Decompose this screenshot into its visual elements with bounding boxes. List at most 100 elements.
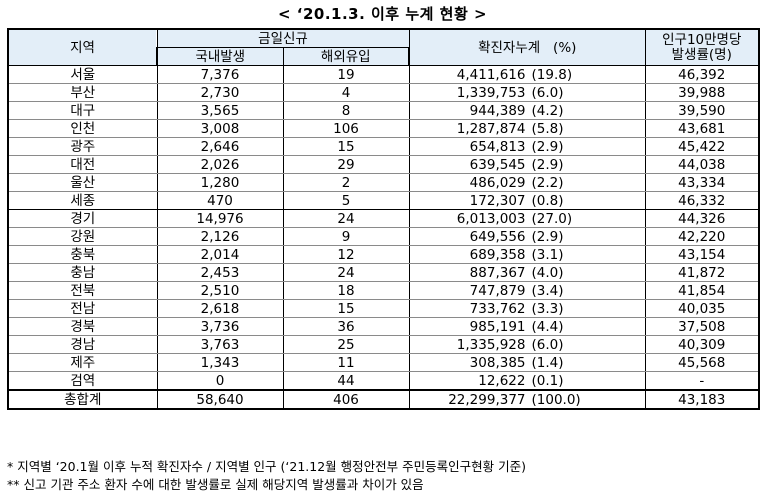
domestic-cell: 2,126 — [157, 227, 284, 246]
domestic-cell: 2,730 — [157, 83, 284, 102]
cumulative-cell: 639,545 (2.9) — [409, 155, 646, 174]
region-cell: 울산 — [7, 173, 158, 192]
cumulative-cell: 4,411,616 (19.8) — [409, 65, 646, 84]
table-row: 강원 2,126 9 649,556 (2.9) 42,220 — [7, 227, 760, 246]
overseas-cell: 24 — [283, 263, 410, 282]
region-cell: 강원 — [7, 227, 158, 246]
cumulative-cell: 308,385 (1.4) — [409, 353, 646, 372]
domestic-cell: 14,976 — [157, 209, 284, 228]
cumulative-cell: 747,879 (3.4) — [409, 281, 646, 300]
cumulative-percent: (27.0) — [531, 210, 573, 227]
footnote-1: * 지역별 ‘20.1월 이후 누적 확진자수 / 지역별 인구 (‘21.12… — [7, 459, 526, 474]
overseas-cell: 15 — [283, 137, 410, 156]
table-row: 충남 2,453 24 887,367 (4.0) 41,872 — [7, 263, 760, 282]
cumulative-count: 6,013,003 — [456, 210, 526, 227]
footnotes: * 지역별 ‘20.1월 이후 누적 확진자수 / 지역별 인구 (‘21.12… — [7, 458, 526, 494]
cumulative-percent: (5.8) — [531, 120, 564, 137]
cumulative-percent: (2.9) — [531, 156, 564, 173]
rate-cell: - — [645, 371, 760, 391]
rate-cell: 46,332 — [645, 191, 760, 210]
region-cell: 서울 — [7, 65, 158, 84]
overseas-cell: 36 — [283, 317, 410, 336]
rate-cell: 39,590 — [645, 101, 760, 120]
domestic-cell: 3,008 — [157, 119, 284, 138]
header-cumulative: 확진자누계 (%) — [408, 28, 646, 66]
cumulative-percent: (4.4) — [531, 318, 564, 335]
cumulative-count: 4,411,616 — [456, 66, 526, 83]
header-rate-line1: 인구10만명당 — [662, 31, 742, 48]
cumulative-count: 1,335,928 — [456, 336, 526, 353]
table-row: 총합계 58,640 406 22,299,377 (100.0) 43,183 — [7, 389, 760, 410]
rate-cell: 43,681 — [645, 119, 760, 138]
overseas-cell: 29 — [283, 155, 410, 174]
domestic-cell: 470 — [157, 191, 284, 210]
overseas-cell: 4 — [283, 83, 410, 102]
cumulative-status-table: 지역 금일신규 확진자누계 (%) 인구10만명당 발생률(명) 국내발생 해외… — [7, 28, 760, 410]
cumulative-count: 887,367 — [469, 264, 526, 281]
region-cell: 세종 — [7, 191, 158, 210]
cumulative-percent: (1.4) — [531, 354, 564, 371]
cumulative-cell: 1,287,874 (5.8) — [409, 119, 646, 138]
cumulative-percent: (2.9) — [531, 138, 564, 155]
header-region: 지역 — [7, 28, 158, 66]
cumulative-percent: (0.1) — [531, 372, 564, 389]
table-row: 대구 3,565 8 944,389 (4.2) 39,590 — [7, 101, 760, 120]
overseas-cell: 12 — [283, 245, 410, 264]
table-row: 울산 1,280 2 486,029 (2.2) 43,334 — [7, 173, 760, 192]
rate-cell: 45,422 — [645, 137, 760, 156]
cumulative-count: 985,191 — [469, 318, 526, 335]
overseas-cell: 19 — [283, 65, 410, 84]
domestic-cell: 3,565 — [157, 101, 284, 120]
rate-cell: 44,038 — [645, 155, 760, 174]
cumulative-count: 649,556 — [469, 228, 526, 245]
table-row: 제주 1,343 11 308,385 (1.4) 45,568 — [7, 353, 760, 372]
cumulative-cell: 486,029 (2.2) — [409, 173, 646, 192]
rate-cell: 41,854 — [645, 281, 760, 300]
rate-cell: 44,326 — [645, 209, 760, 228]
region-cell: 총합계 — [7, 389, 158, 410]
cumulative-count: 944,389 — [469, 102, 526, 119]
table-row: 경남 3,763 25 1,335,928 (6.0) 40,309 — [7, 335, 760, 354]
region-cell: 대구 — [7, 101, 158, 120]
domestic-cell: 58,640 — [157, 389, 284, 410]
overseas-cell: 406 — [283, 389, 410, 410]
region-cell: 충북 — [7, 245, 158, 264]
rate-cell: 45,568 — [645, 353, 760, 372]
rate-cell: 43,334 — [645, 173, 760, 192]
rate-cell: 41,872 — [645, 263, 760, 282]
region-cell: 부산 — [7, 83, 158, 102]
overseas-cell: 8 — [283, 101, 410, 120]
region-cell: 검역 — [7, 371, 158, 391]
rate-cell: 37,508 — [645, 317, 760, 336]
header-percent-label: (%) — [553, 39, 577, 56]
rate-cell: 46,392 — [645, 65, 760, 84]
domestic-cell: 2,026 — [157, 155, 284, 174]
domestic-cell: 1,343 — [157, 353, 284, 372]
table-row: 인천 3,008 106 1,287,874 (5.8) 43,681 — [7, 119, 760, 138]
cumulative-percent: (0.8) — [531, 192, 564, 209]
cumulative-percent: (6.0) — [531, 84, 564, 101]
domestic-cell: 7,376 — [157, 65, 284, 84]
overseas-cell: 106 — [283, 119, 410, 138]
region-cell: 광주 — [7, 137, 158, 156]
overseas-cell: 2 — [283, 173, 410, 192]
cumulative-cell: 985,191 (4.4) — [409, 317, 646, 336]
overseas-cell: 24 — [283, 209, 410, 228]
rate-cell: 43,154 — [645, 245, 760, 264]
cumulative-count: 12,622 — [478, 372, 526, 389]
header-domestic: 국내발생 — [156, 47, 284, 66]
table-row: 경기 14,976 24 6,013,003 (27.0) 44,326 — [7, 209, 760, 228]
cumulative-cell: 733,762 (3.3) — [409, 299, 646, 318]
cumulative-count: 1,287,874 — [456, 120, 526, 137]
region-cell: 경북 — [7, 317, 158, 336]
cumulative-percent: (3.1) — [531, 246, 564, 263]
domestic-cell: 3,736 — [157, 317, 284, 336]
cumulative-cell: 6,013,003 (27.0) — [409, 209, 646, 228]
cumulative-percent: (2.9) — [531, 228, 564, 245]
domestic-cell: 1,280 — [157, 173, 284, 192]
cumulative-cell: 1,339,753 (6.0) — [409, 83, 646, 102]
rate-cell: 40,035 — [645, 299, 760, 318]
overseas-cell: 15 — [283, 299, 410, 318]
domestic-cell: 2,453 — [157, 263, 284, 282]
rate-cell: 43,183 — [645, 389, 760, 410]
